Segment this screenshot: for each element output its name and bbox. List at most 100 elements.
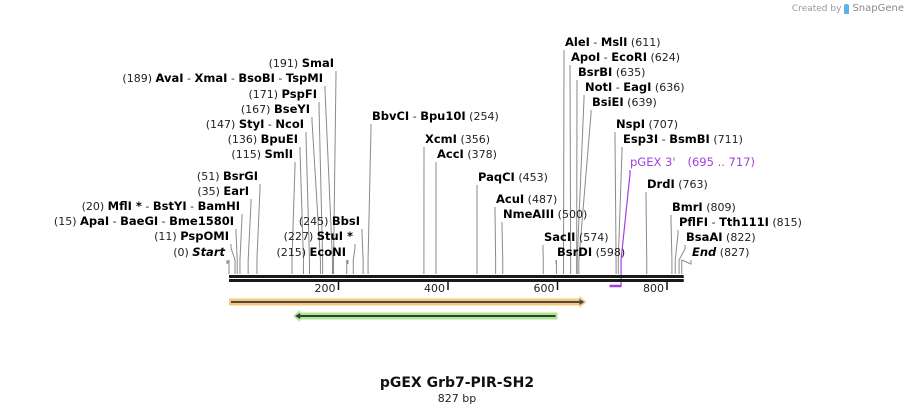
enzyme-name[interactable]: SmaI bbox=[302, 56, 334, 70]
cut-position: (822) bbox=[723, 231, 756, 244]
enzyme-name[interactable]: BsrBI bbox=[578, 65, 612, 79]
enzyme-name[interactable]: BseYI bbox=[274, 102, 310, 116]
enzyme-name[interactable]: EcoRI bbox=[611, 50, 647, 64]
enzyme-name[interactable]: BmrI bbox=[672, 200, 703, 214]
enzyme-name[interactable]: BstYI bbox=[153, 199, 187, 213]
enzyme-label-right[interactable]: Esp3I - BsmBI (711) bbox=[623, 132, 743, 146]
enzyme-label-left[interactable]: (215) EcoNI bbox=[276, 245, 346, 259]
enzyme-name[interactable]: BsrGI bbox=[223, 169, 258, 183]
enzyme-name[interactable]: XcmI bbox=[425, 132, 457, 146]
enzyme-name[interactable]: NcoI bbox=[275, 117, 304, 131]
cut-position: (809) bbox=[703, 201, 736, 214]
enzyme-label-left[interactable]: (147) StyI - NcoI bbox=[206, 117, 304, 131]
enzyme-name[interactable]: BsmBI bbox=[669, 132, 710, 146]
enzyme-name[interactable]: PspFI bbox=[282, 87, 317, 101]
enzyme-label-right[interactable]: End (827) bbox=[692, 245, 749, 259]
enzyme-name[interactable]: ApaI bbox=[80, 214, 109, 228]
enzyme-name[interactable]: BsoBI bbox=[238, 71, 275, 85]
enzyme-name[interactable]: EagI bbox=[623, 80, 651, 94]
enzyme-name[interactable]: EarI bbox=[223, 184, 249, 198]
enzyme-name[interactable]: Bpu10I bbox=[420, 109, 465, 123]
enzyme-name[interactable]: BamHI bbox=[198, 199, 240, 213]
enzyme-name[interactable]: ApoI bbox=[571, 50, 600, 64]
enzyme-name[interactable]: AleI bbox=[565, 35, 590, 49]
enzyme-name[interactable]: NspI bbox=[616, 117, 645, 131]
enzyme-label-left[interactable]: (11) PspOMI bbox=[154, 229, 229, 243]
enzyme-label-right[interactable]: SacII (574) bbox=[544, 230, 609, 244]
enzyme-name[interactable]: StyI bbox=[239, 117, 265, 131]
enzyme-name[interactable]: BsrDI bbox=[557, 245, 592, 259]
primer-connector bbox=[620, 170, 631, 286]
enzyme-name[interactable]: NmeAIII bbox=[503, 207, 554, 221]
enzyme-name[interactable]: PspOMI bbox=[180, 229, 229, 243]
enzyme-label-right[interactable]: AcuI (487) bbox=[496, 192, 557, 206]
enzyme-name[interactable]: Tth111I bbox=[719, 215, 769, 229]
enzyme-name[interactable]: AccI bbox=[437, 147, 464, 161]
enzyme-name[interactable]: XmaI bbox=[194, 71, 227, 85]
enzyme-label-right[interactable]: BbvCI - Bpu10I (254) bbox=[372, 109, 499, 123]
enzyme-name[interactable]: SmlI bbox=[265, 147, 294, 161]
enzyme-label-right[interactable]: NspI (707) bbox=[616, 117, 678, 131]
map-title: pGEX Grb7-PIR-SH2 bbox=[379, 375, 535, 391]
enzyme-label-left[interactable]: (136) BpuEI bbox=[228, 132, 298, 146]
enzyme-label-right[interactable]: BmrI (809) bbox=[672, 200, 736, 214]
enzyme-label-right[interactable]: PaqCI (453) bbox=[478, 170, 548, 184]
enzyme-label-right[interactable]: PflFI - Tth111I (815) bbox=[679, 215, 802, 229]
cut-position: (35) bbox=[197, 185, 223, 198]
enzyme-name[interactable]: NotI bbox=[585, 80, 612, 94]
enzyme-name[interactable]: MslI bbox=[601, 35, 628, 49]
enzyme-label-right[interactable]: BsaAI (822) bbox=[686, 230, 756, 244]
credit-brand: SnapGene bbox=[852, 3, 904, 14]
enzyme-name[interactable]: Bme1580I bbox=[169, 214, 234, 228]
enzyme-label-right[interactable]: BsrDI (598) bbox=[557, 245, 625, 259]
cut-position: (500) bbox=[554, 208, 587, 221]
enzyme-name[interactable]: MflI * bbox=[108, 199, 142, 213]
enzyme-label-left[interactable]: (35) EarI bbox=[197, 184, 249, 198]
enzyme-label-right[interactable]: AleI - MslI (611) bbox=[565, 35, 660, 49]
enzyme-name[interactable]: PflFI bbox=[679, 215, 708, 229]
enzyme-name[interactable]: Esp3I bbox=[623, 132, 658, 146]
enzyme-label-right[interactable]: DrdI (763) bbox=[647, 177, 708, 191]
enzyme-label-right[interactable]: BsiEI (639) bbox=[592, 95, 657, 109]
enzyme-label-right[interactable]: XcmI (356) bbox=[425, 132, 490, 146]
enzyme-name[interactable]: End bbox=[692, 245, 717, 259]
enzyme-label-left[interactable]: (0) Start bbox=[173, 245, 225, 259]
cut-site-line bbox=[291, 162, 296, 274]
enzyme-label-right[interactable]: NotI - EagI (636) bbox=[585, 80, 685, 94]
enzyme-name[interactable]: BsaAI bbox=[686, 230, 723, 244]
enzyme-label-left[interactable]: (227) StuI * bbox=[284, 229, 353, 243]
enzyme-label-left[interactable]: (191) SmaI bbox=[269, 56, 334, 70]
enzyme-name[interactable]: BaeGI bbox=[120, 214, 158, 228]
enzyme-label-right[interactable]: BsrBI (635) bbox=[578, 65, 645, 79]
green-feature[interactable] bbox=[293, 310, 558, 322]
enzyme-label-left[interactable]: (167) BseYI bbox=[241, 102, 310, 116]
orange-feature[interactable] bbox=[229, 296, 587, 308]
enzyme-name[interactable]: Start bbox=[192, 245, 225, 259]
enzyme-name[interactable]: DrdI bbox=[647, 177, 675, 191]
enzyme-label-left[interactable]: (171) PspFI bbox=[248, 87, 317, 101]
enzyme-name[interactable]: TspMI bbox=[286, 71, 323, 85]
enzyme-name[interactable]: BsiEI bbox=[592, 95, 624, 109]
cut-site-line bbox=[226, 259, 230, 274]
enzyme-name[interactable]: AvaI bbox=[155, 71, 183, 85]
primer-label[interactable]: pGEX 3' (695 .. 717) bbox=[630, 155, 755, 169]
enzyme-name[interactable]: StuI * bbox=[317, 229, 353, 243]
enzyme-name[interactable]: AcuI bbox=[496, 192, 524, 206]
enzyme-label-left[interactable]: (245) BbsI bbox=[299, 214, 360, 228]
enzyme-label-right[interactable]: AccI (378) bbox=[437, 147, 497, 161]
enzyme-label-left[interactable]: (51) BsrGI bbox=[197, 169, 258, 183]
enzyme-label-right[interactable]: ApoI - EcoRI (624) bbox=[571, 50, 680, 64]
enzyme-name[interactable]: BbvCI bbox=[372, 109, 409, 123]
enzyme-name[interactable]: BpuEI bbox=[261, 132, 298, 146]
enzyme-label-right[interactable]: NmeAIII (500) bbox=[503, 207, 587, 221]
cut-position: (11) bbox=[154, 230, 180, 243]
enzyme-name[interactable]: PaqCI bbox=[478, 170, 515, 184]
enzyme-label-left[interactable]: (20) MflI * - BstYI - BamHI bbox=[82, 199, 240, 213]
enzyme-name[interactable]: SacII bbox=[544, 230, 575, 244]
enzyme-label-left[interactable]: (115) SmlI bbox=[231, 147, 293, 161]
sequence-map: (191) SmaI(189) AvaI - XmaI - BsoBI - Ts… bbox=[54, 35, 802, 322]
enzyme-label-left[interactable]: (15) ApaI - BaeGI - Bme1580I bbox=[54, 214, 234, 228]
enzyme-name[interactable]: BbsI bbox=[332, 214, 360, 228]
enzyme-label-left[interactable]: (189) AvaI - XmaI - BsoBI - TspMI bbox=[122, 71, 323, 85]
enzyme-name[interactable]: EcoNI bbox=[310, 245, 346, 259]
